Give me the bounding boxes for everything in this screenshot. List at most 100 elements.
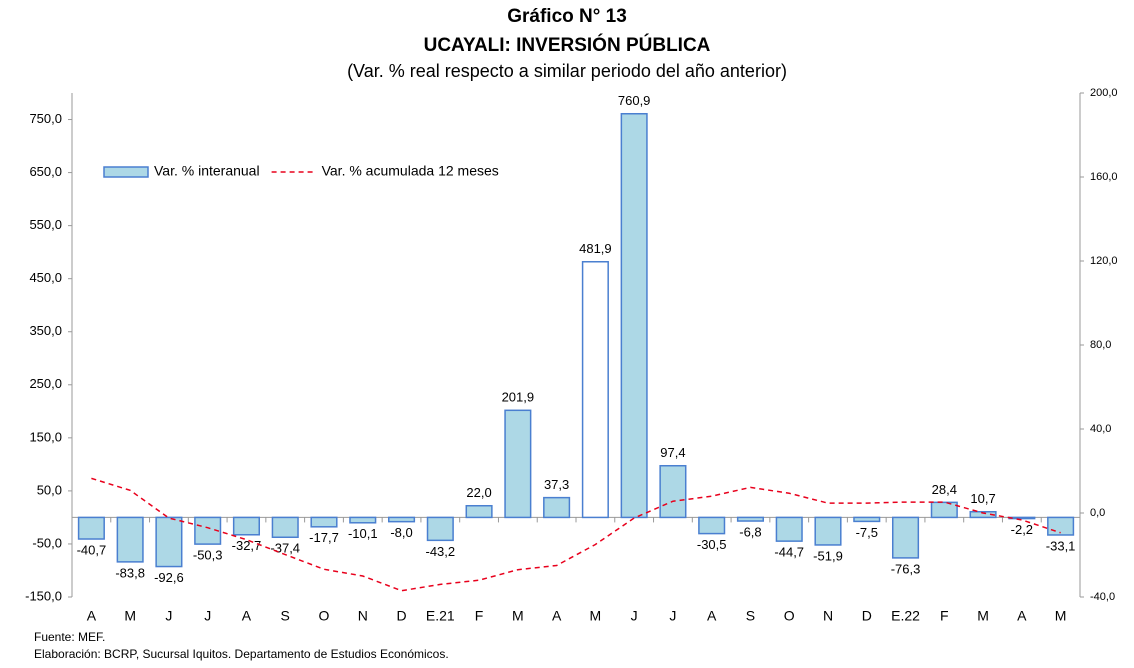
bar	[969, 510, 997, 519]
x-tick-label: S	[281, 608, 290, 624]
x-tick-label: A	[707, 608, 717, 624]
chart-subtitle: (Var. % real respecto a similar periodo …	[347, 61, 787, 81]
data-label: -7,5	[856, 525, 878, 540]
data-label: 760,9	[618, 93, 651, 108]
data-label: -76,3	[891, 561, 921, 576]
bar	[465, 504, 493, 519]
x-tick-label: O	[784, 608, 795, 624]
bar	[271, 516, 299, 539]
legend-swatch	[103, 166, 149, 178]
y-tick-label: 550,0	[29, 217, 62, 232]
data-label: 97,4	[660, 445, 685, 460]
x-tick-label: A	[1017, 608, 1027, 624]
data-label: 37,3	[544, 477, 569, 492]
data-label: -40,7	[77, 542, 107, 557]
x-tick-label: S	[746, 608, 755, 624]
bar	[155, 516, 183, 568]
x-tick-label: M	[512, 608, 524, 624]
data-label: -6,8	[739, 524, 761, 539]
bar	[853, 516, 881, 523]
x-tick-label: J	[204, 608, 211, 624]
line	[91, 477, 1061, 592]
bar	[387, 516, 416, 523]
y-tick-label: 450,0	[29, 270, 62, 285]
bar	[736, 516, 765, 522]
y-tick-label: 50,0	[37, 482, 62, 497]
y2-tick-label: 0,0	[1090, 507, 1105, 519]
y-tick-label: 750,0	[29, 111, 62, 126]
data-label: 22,0	[466, 485, 491, 500]
x-tick-label: A	[242, 608, 252, 624]
bar	[426, 516, 454, 542]
y-tick-label: -150,0	[25, 588, 62, 603]
x-tick-label: E.22	[891, 608, 920, 624]
bar	[930, 501, 958, 519]
x-tick-label: M	[977, 608, 989, 624]
data-label: -2,2	[1011, 522, 1033, 537]
bar	[698, 516, 726, 535]
data-label: -44,7	[774, 545, 804, 560]
data-label: 481,9	[579, 241, 612, 256]
x-tick-label: J	[669, 608, 676, 624]
bar	[543, 496, 571, 519]
bar	[814, 516, 842, 546]
y2-tick-label: -40,0	[1090, 591, 1115, 603]
y-tick-label: 150,0	[29, 429, 62, 444]
data-label: -8,0	[390, 525, 412, 540]
data-label: -92,6	[154, 570, 184, 585]
data-label: -51,9	[813, 548, 843, 563]
x-tick-label: J	[165, 608, 172, 624]
data-label: -43,2	[425, 544, 455, 559]
y2-tick-label: 120,0	[1090, 255, 1118, 267]
legend-label: Var. % acumulada 12 meses	[322, 163, 499, 179]
x-tick-label: N	[823, 608, 833, 624]
bar	[659, 464, 687, 519]
bar	[310, 516, 338, 528]
data-label: 28,4	[932, 482, 957, 497]
y2-tick-label: 200,0	[1090, 87, 1118, 99]
x-tick-label: M	[1055, 608, 1067, 624]
x-tick-label: O	[319, 608, 330, 624]
bar	[775, 516, 803, 542]
x-tick-label: F	[940, 608, 949, 624]
data-label: -30,5	[697, 537, 727, 552]
bar	[581, 261, 609, 519]
y2-tick-label: 160,0	[1090, 171, 1118, 183]
x-tick-label: A	[552, 608, 562, 624]
data-label: 10,7	[970, 491, 995, 506]
y-tick-label: 350,0	[29, 323, 62, 338]
legend-label: Var. % interanual	[154, 163, 260, 179]
data-label: -17,7	[309, 530, 339, 545]
x-tick-label: D	[396, 608, 406, 624]
x-tick-label: J	[631, 608, 638, 624]
y-tick-label: 650,0	[29, 164, 62, 179]
data-label: 201,9	[502, 390, 535, 405]
y-tick-label: 250,0	[29, 376, 62, 391]
data-label: -50,3	[193, 548, 223, 563]
data-label: -32,7	[232, 538, 262, 553]
footnote: Elaboración: BCRP, Sucursal Iquitos. Dep…	[34, 647, 449, 661]
bar	[891, 516, 920, 559]
x-tick-label: F	[475, 608, 484, 624]
chart-subtitle: UCAYALI: INVERSIÓN PÚBLICA	[424, 34, 711, 56]
x-tick-label: M	[590, 608, 602, 624]
y-tick-label: -50,0	[32, 535, 62, 550]
bar	[349, 516, 377, 524]
bar	[232, 516, 261, 536]
x-tick-label: D	[862, 608, 872, 624]
x-tick-label: N	[358, 608, 368, 624]
y2-tick-label: 40,0	[1090, 423, 1111, 435]
chart-title: Gráfico N° 13	[507, 6, 627, 27]
data-label: -33,1	[1046, 538, 1076, 553]
bar	[504, 409, 532, 519]
bar	[77, 516, 105, 540]
y2-tick-label: 80,0	[1090, 339, 1111, 351]
x-tick-label: A	[87, 608, 97, 624]
bar	[116, 516, 144, 563]
footnote: Fuente: MEF.	[34, 630, 105, 644]
x-tick-label: E.21	[426, 608, 455, 624]
bar	[1008, 516, 1036, 520]
data-label: -10,1	[348, 526, 378, 541]
